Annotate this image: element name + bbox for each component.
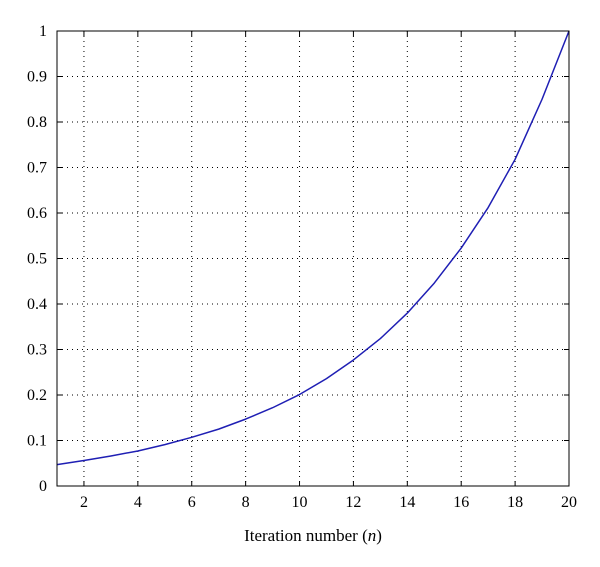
x-tick-label: 12 (345, 494, 361, 511)
x-tick-label: 2 (80, 494, 88, 511)
y-tick-label: 0.8 (27, 114, 47, 131)
x-axis-title-prefix: Iteration number ( (244, 526, 368, 545)
series-line (56, 30, 570, 466)
x-tick-label: 20 (561, 494, 577, 511)
x-tick-label: 16 (453, 494, 469, 511)
y-tick-label: 0.9 (27, 69, 47, 86)
y-tick-label: 0.4 (27, 296, 47, 313)
y-tick-label: 1 (39, 23, 47, 40)
tick-marks (57, 30, 570, 487)
grid-lines (57, 31, 569, 486)
x-tick-label: 8 (242, 494, 250, 511)
y-tick-labels: 0 0.1 0.2 0.3 0.4 0.5 0.6 0.7 0.8 0.9 1 (27, 23, 47, 495)
y-tick-label: 0 (39, 478, 47, 495)
x-tick-label: 14 (399, 494, 415, 511)
x-tick-label: 4 (134, 494, 142, 511)
y-tick-label: 0.6 (27, 205, 47, 222)
x-tick-label: 10 (292, 494, 308, 511)
y-tick-label: 0.7 (27, 160, 47, 177)
x-axis-title-variable: n (368, 526, 377, 545)
series-layer (56, 30, 570, 466)
y-tick-label: 0.5 (27, 251, 47, 268)
x-axis-title: Iteration number (n) (244, 526, 382, 545)
x-axis-title-suffix: ) (376, 526, 382, 545)
y-tick-label: 0.2 (27, 387, 47, 404)
x-tick-labels: 2 4 6 8 10 12 14 16 18 20 (80, 494, 577, 511)
x-tick-label: 18 (507, 494, 523, 511)
x-tick-label: 6 (188, 494, 196, 511)
y-tick-label: 0.1 (27, 433, 47, 450)
y-tick-label: 0.3 (27, 342, 47, 359)
